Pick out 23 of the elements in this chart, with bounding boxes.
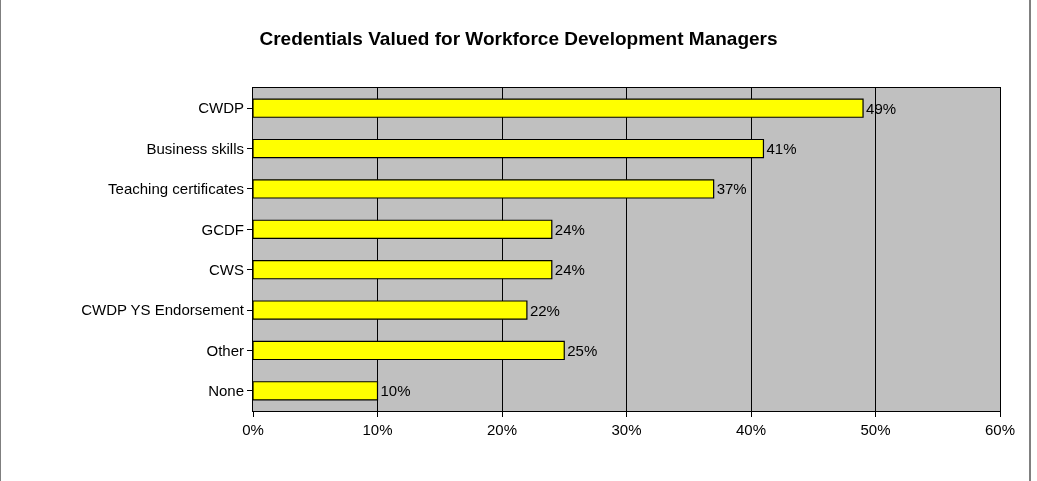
data-label: 24% — [554, 220, 585, 238]
x-tick-label: 10% — [362, 421, 393, 438]
data-label: 41% — [766, 140, 797, 158]
x-tick-label: 0% — [242, 421, 264, 438]
x-tick-label: 50% — [860, 421, 891, 438]
y-tick-label: CWDP — [198, 99, 244, 117]
data-label: 24% — [554, 261, 585, 279]
x-tick-label: 20% — [486, 421, 518, 438]
y-tick-label: GCDF — [201, 220, 244, 238]
y-tick-label: CWDP YS Endorsement — [81, 301, 245, 319]
x-tick-label: 40% — [735, 421, 767, 438]
y-tick-label: None — [208, 382, 244, 400]
y-tick-label: Other — [206, 341, 244, 359]
data-label: 37% — [716, 180, 747, 198]
chart-title: Credentials Valued for Workforce Development Managers — [259, 28, 778, 50]
data-label: 22% — [529, 301, 560, 319]
x-tick-label: 30% — [611, 421, 642, 438]
data-label: 10% — [380, 382, 411, 400]
x-tick-label: 60% — [984, 421, 1016, 438]
data-label: 25% — [567, 341, 598, 359]
y-tick-label: Teaching certificates — [108, 180, 244, 198]
y-tick-label: CWS — [209, 260, 244, 278]
y-tick-label: Business skills — [146, 139, 244, 157]
